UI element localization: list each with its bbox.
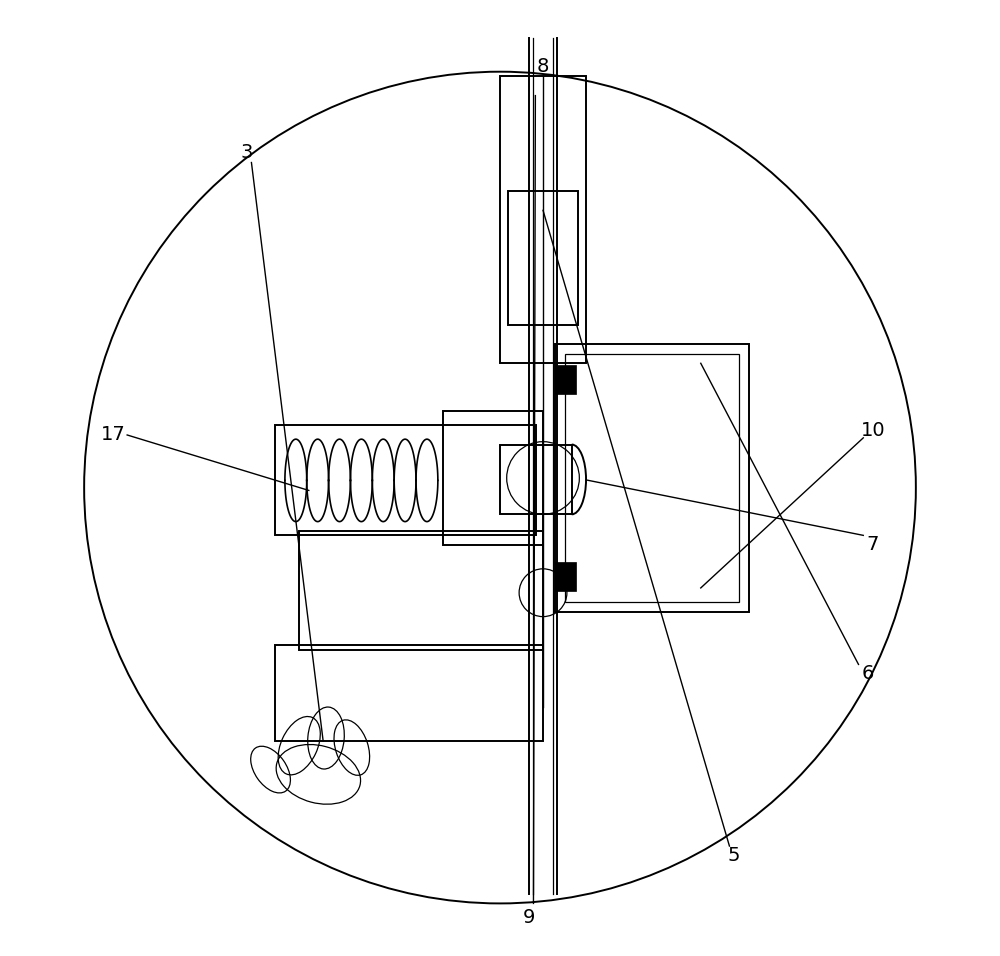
Text: 5: 5: [728, 846, 740, 865]
Text: 6: 6: [862, 664, 874, 684]
Bar: [565, 354, 739, 602]
Bar: [443, 411, 543, 545]
Bar: [555, 344, 749, 612]
Bar: [299, 531, 543, 650]
Bar: [500, 445, 572, 514]
Text: 3: 3: [240, 143, 253, 163]
Text: 9: 9: [522, 908, 535, 927]
Bar: [555, 562, 576, 591]
Bar: [555, 365, 576, 394]
Text: 10: 10: [861, 421, 885, 440]
Bar: [275, 425, 536, 535]
Text: 17: 17: [100, 425, 125, 445]
Bar: [500, 76, 586, 363]
Bar: [508, 191, 578, 325]
Text: 8: 8: [537, 57, 549, 76]
Text: 7: 7: [867, 535, 879, 554]
Bar: [275, 645, 543, 741]
